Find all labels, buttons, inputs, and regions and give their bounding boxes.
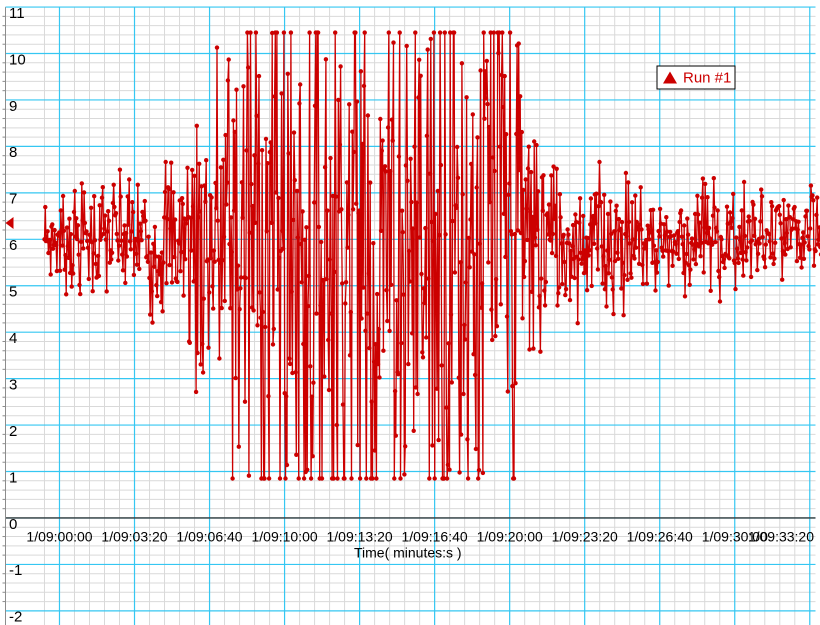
svg-text:-2: -2 — [9, 609, 22, 625]
svg-text:6: 6 — [9, 237, 17, 254]
svg-text:4: 4 — [9, 330, 17, 347]
svg-text:1/09:13:20: 1/09:13:20 — [327, 529, 393, 545]
svg-text:1/09:26:40: 1/09:26:40 — [627, 529, 693, 545]
svg-text:5: 5 — [9, 284, 17, 301]
svg-text:1/09:16:40: 1/09:16:40 — [402, 529, 468, 545]
svg-text:1/09:23:20: 1/09:23:20 — [552, 529, 618, 545]
svg-text:Time( minutes:s ): Time( minutes:s ) — [354, 545, 462, 561]
svg-text:2: 2 — [9, 423, 17, 440]
svg-text:11: 11 — [9, 5, 25, 22]
svg-text:9: 9 — [9, 98, 17, 115]
svg-text:-1: -1 — [9, 562, 22, 579]
svg-text:3: 3 — [9, 376, 17, 393]
svg-text:1/09:33:20: 1/09:33:20 — [748, 529, 814, 545]
svg-text:Run #1: Run #1 — [683, 70, 731, 87]
svg-text:1/09:06:40: 1/09:06:40 — [176, 529, 242, 545]
svg-text:1/09:03:20: 1/09:03:20 — [101, 529, 167, 545]
svg-text:7: 7 — [9, 191, 17, 208]
svg-text:1: 1 — [9, 469, 17, 486]
svg-text:1/09:20:00: 1/09:20:00 — [477, 529, 543, 545]
svg-text:1/09:00:00: 1/09:00:00 — [26, 529, 92, 545]
svg-text:10: 10 — [9, 51, 26, 68]
svg-text:0: 0 — [9, 516, 17, 533]
svg-text:1/09:10:00: 1/09:10:00 — [252, 529, 318, 545]
svg-text:8: 8 — [9, 144, 17, 161]
